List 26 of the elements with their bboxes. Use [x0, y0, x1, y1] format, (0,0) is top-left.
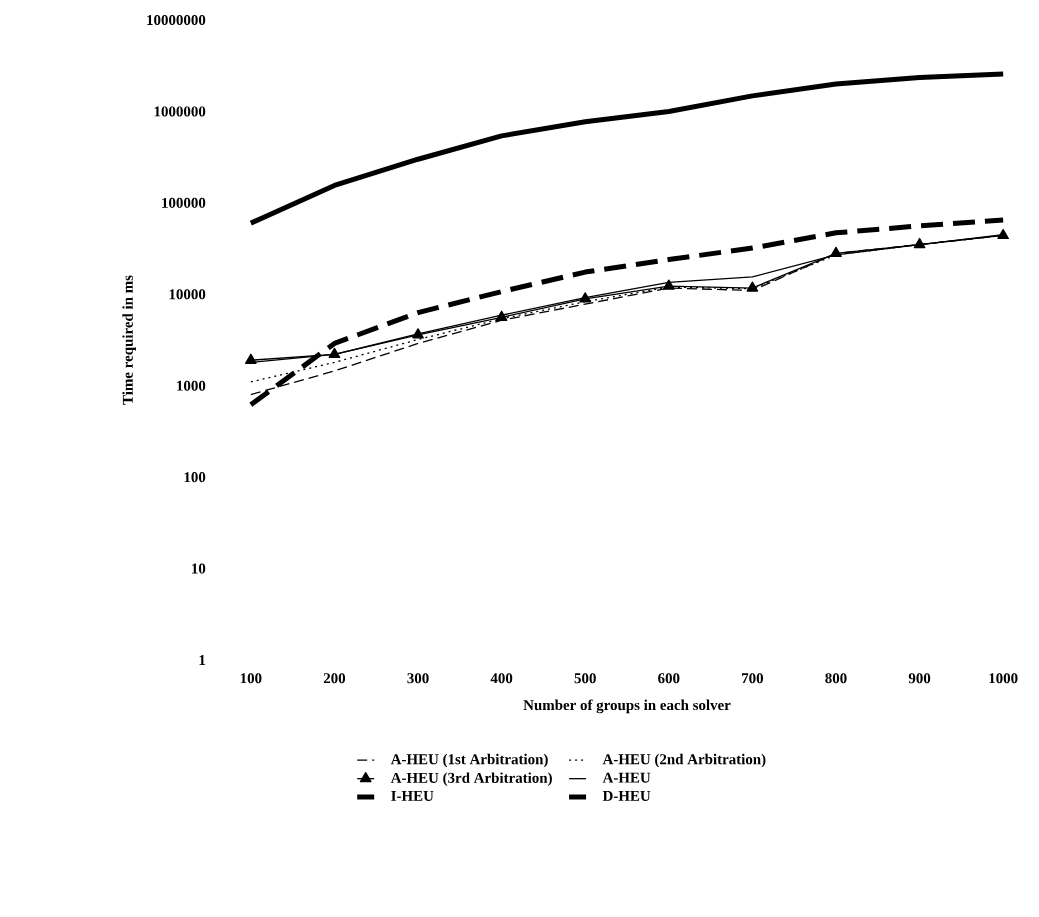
legend-label: A-HEU (1st Arbitration) — [390, 753, 548, 768]
x-tick-label: 600 — [658, 673, 680, 684]
y-tick-label: 100 — [184, 472, 206, 483]
y-axis-title: Time required in ms — [122, 275, 136, 405]
legend-label: A-HEU (3rd Arbitration) — [390, 772, 552, 786]
x-tick-label: 200 — [323, 673, 346, 684]
y-tick-label: 1000 — [177, 380, 206, 391]
x-tick-label: 900 — [908, 673, 931, 684]
x-tick-label: 1000 — [989, 673, 1018, 684]
x-tick-label: 300 — [407, 673, 429, 684]
x-tick-label: 100 — [240, 673, 262, 684]
x-tick-label: 400 — [490, 673, 513, 684]
legend-label: A-HEU (2nd Arbitration) — [602, 753, 766, 768]
y-tick-label: 10000000 — [147, 14, 206, 26]
legend-label: I-HEU — [391, 790, 434, 801]
legend-label: D-HEU — [602, 790, 651, 801]
y-tick-label: 1000000 — [154, 106, 206, 117]
legend-label: A-HEU — [602, 772, 651, 783]
y-tick-label: 1 — [199, 655, 206, 665]
y-tick-label: 100000 — [162, 197, 206, 208]
x-tick-label: 700 — [742, 673, 764, 684]
x-tick-label: 500 — [574, 673, 596, 684]
x-axis-title: Number of groups in each solver — [523, 699, 731, 714]
y-tick-label: 10000 — [169, 289, 206, 300]
x-tick-label: 800 — [825, 673, 847, 684]
y-tick-label: 10 — [192, 563, 206, 574]
